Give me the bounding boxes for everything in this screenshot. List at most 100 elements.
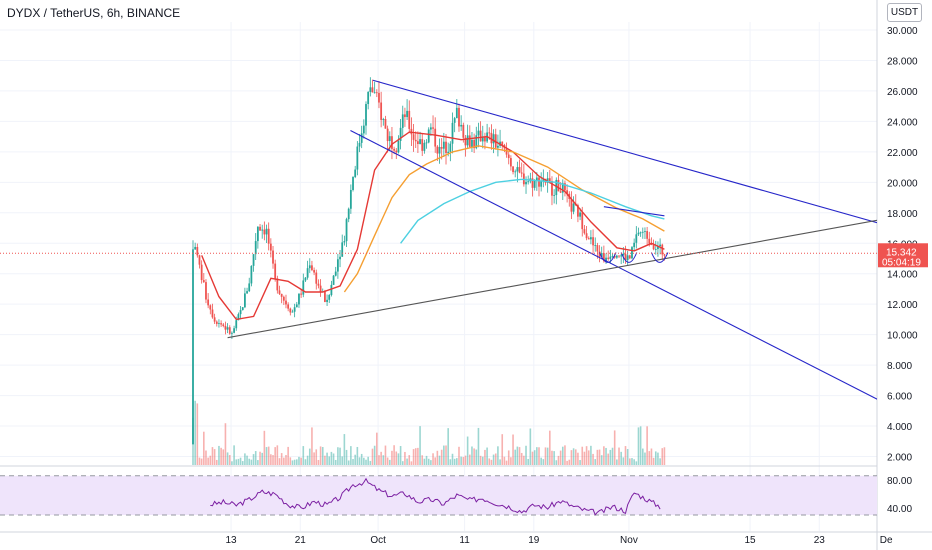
candle-body	[659, 244, 661, 247]
volume-bar	[458, 446, 460, 465]
candle-body	[200, 264, 203, 281]
volume-bar	[600, 455, 603, 465]
volume-bar	[401, 461, 404, 465]
volume-bar	[376, 432, 378, 465]
candle-body	[466, 135, 469, 146]
volume-bar	[611, 447, 614, 465]
candle-body	[397, 140, 400, 153]
candle-body	[315, 272, 318, 284]
candle-body	[235, 320, 238, 329]
candle-body	[311, 265, 313, 271]
volume-bar	[633, 459, 635, 465]
candle-body	[557, 179, 560, 192]
volume-bar	[570, 450, 573, 465]
volume-bar	[540, 457, 542, 465]
volume-bar	[272, 455, 274, 465]
candle-body	[289, 308, 292, 313]
candle-body	[417, 141, 419, 144]
volume-bar	[287, 446, 289, 465]
volume-bar	[280, 453, 283, 465]
volume-bar	[371, 448, 374, 465]
candle-body	[423, 142, 426, 151]
volume-bar	[583, 451, 586, 465]
moving-average-line	[343, 145, 665, 293]
volume-bar	[283, 457, 285, 465]
volume-bar	[194, 400, 196, 465]
volume-bar	[503, 456, 506, 465]
candle-body	[339, 256, 341, 260]
volume-bar	[311, 427, 313, 465]
volume-bar	[261, 452, 263, 465]
volume-bar	[231, 461, 233, 465]
trend-line	[227, 219, 877, 339]
currency-badge[interactable]: USDT	[887, 3, 922, 22]
candle-body	[306, 268, 309, 278]
candle-body	[349, 189, 352, 209]
volume-bar	[639, 426, 642, 465]
volume-bar	[661, 448, 664, 465]
candle-body	[373, 92, 376, 94]
volume-bar	[486, 447, 488, 465]
candle-body	[635, 234, 638, 243]
candle-body	[295, 304, 298, 308]
candle-body	[639, 232, 642, 234]
volume-bar	[516, 446, 519, 465]
volume-bar	[624, 446, 627, 465]
volume-bar	[549, 430, 551, 465]
candle-body	[442, 141, 445, 149]
candle-body	[209, 305, 212, 310]
candle-body	[429, 127, 432, 130]
volume-bar	[399, 446, 402, 465]
volume-bar	[507, 450, 510, 465]
candle-body	[464, 137, 467, 146]
candle-body	[613, 255, 616, 258]
candle-body	[362, 125, 365, 134]
candle-body	[548, 178, 551, 182]
candle-body	[535, 177, 538, 181]
candle-body	[540, 180, 543, 187]
candle-body	[196, 246, 199, 256]
candle-body	[406, 110, 408, 118]
volume-bar	[585, 446, 588, 465]
candle-body	[590, 237, 592, 240]
volume-bar	[417, 447, 419, 465]
candle-body	[269, 243, 272, 251]
volume-bar	[443, 445, 445, 465]
volume-bar	[267, 446, 270, 465]
candle-body	[246, 291, 248, 294]
volume-bar	[456, 458, 458, 465]
price-tick-label: 30.000	[887, 26, 918, 37]
candle-body	[414, 139, 417, 142]
candle-body	[324, 291, 326, 302]
price-tick-label: 28.000	[887, 56, 918, 67]
candle-body	[477, 130, 480, 136]
volume-bar	[577, 452, 579, 465]
candle-body	[239, 310, 242, 315]
candle-body	[220, 323, 223, 325]
volume-bar	[196, 403, 199, 465]
candle-body	[304, 277, 307, 281]
candle-body	[285, 300, 287, 305]
volume-bar	[475, 449, 478, 465]
candle-body	[447, 151, 450, 154]
candle-body	[600, 253, 603, 257]
time-tick-label: 19	[528, 535, 540, 546]
volume-bar	[365, 459, 367, 465]
volume-bar	[363, 457, 365, 465]
candle-body	[492, 134, 495, 144]
volume-bar	[603, 446, 605, 465]
candle-body	[272, 250, 274, 264]
volume-bar	[239, 457, 242, 465]
moving-averages	[201, 131, 665, 321]
volume-bar	[404, 451, 406, 465]
volume-bar	[419, 426, 421, 465]
price-tick-label: 14.000	[887, 270, 918, 281]
volume-bar	[494, 453, 497, 465]
candle-body	[427, 129, 430, 143]
volume-bars	[192, 400, 666, 465]
volume-bar	[616, 459, 618, 465]
candle-body	[559, 191, 562, 193]
current-price-label: 15.342	[886, 247, 917, 258]
